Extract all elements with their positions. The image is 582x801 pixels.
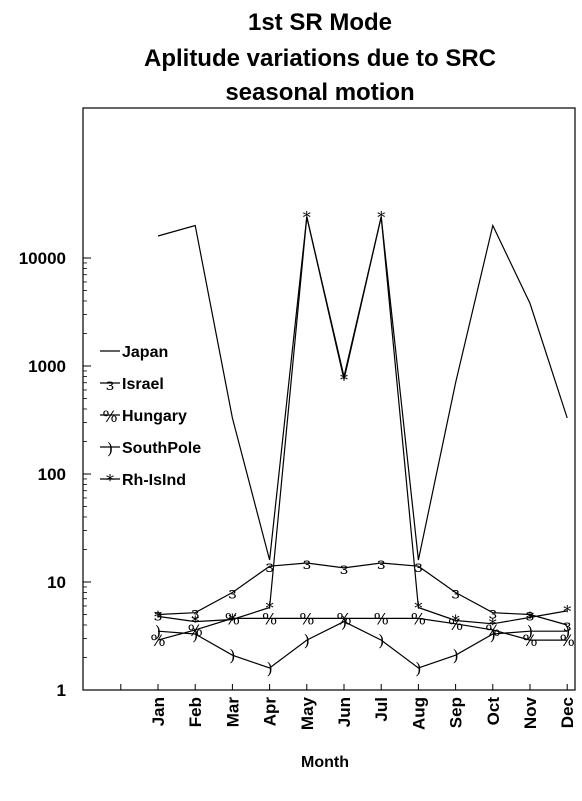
data-point-hungary: % xyxy=(299,609,314,628)
data-point-southpole: ) xyxy=(266,659,272,678)
legend-label: Rh-IsInd xyxy=(122,472,186,489)
x-tick-label: Nov xyxy=(521,696,540,729)
legend-label: Hungary xyxy=(122,408,187,425)
data-point-southpole: ) xyxy=(452,646,458,665)
data-point-rh-isind: * xyxy=(340,370,348,389)
data-point-southpole: ) xyxy=(229,646,235,665)
data-point-southpole: ) xyxy=(304,631,310,650)
data-point-southpole: ) xyxy=(415,659,421,678)
x-tick-label: Sep xyxy=(447,697,466,728)
chart-title-line-2: Aplitude variations due to SRC xyxy=(144,45,496,72)
y-tick-label: 10 xyxy=(47,573,66,592)
legend-label: Israel xyxy=(122,376,164,393)
series-line-israel xyxy=(158,563,567,625)
x-tick-label: Jan xyxy=(149,697,168,726)
legend-marker: ) xyxy=(107,439,113,458)
data-point-rh-isind: * xyxy=(228,610,236,629)
x-tick-label: Oct xyxy=(484,697,503,726)
x-tick-label: Jun xyxy=(335,697,354,727)
chart-title-line-1: 1st SR Mode xyxy=(248,9,392,36)
legend-marker: ɜ xyxy=(106,375,114,394)
x-tick-label: Mar xyxy=(223,697,242,728)
data-point-rh-isind: * xyxy=(489,615,497,634)
series-layer: ɜ ɜɜɜ ɜ ɜ ɜ ɜɜɜ ɜɜ%%%%%%%%%%%%))))))))))))* * **… xyxy=(150,208,574,678)
data-point-rh-isind: * xyxy=(526,608,534,627)
legend-label: Japan xyxy=(122,344,168,361)
data-point-israel: ɜ xyxy=(340,559,348,578)
x-tick-label: Jul xyxy=(372,697,391,722)
series-line-japan xyxy=(158,217,567,560)
data-point-israel: ɜ xyxy=(303,554,311,573)
y-tick-label: 1000 xyxy=(28,357,66,376)
data-point-rh-isind: * xyxy=(563,602,571,621)
legend-label: SouthPole xyxy=(122,440,201,457)
chart-title-line-3: seasonal motion xyxy=(225,79,414,106)
legend-marker: % xyxy=(102,407,117,426)
x-tick-label: Feb xyxy=(186,697,205,727)
data-point-rh-isind: * xyxy=(154,607,162,626)
data-point-rh-isind: * xyxy=(377,208,385,227)
data-point-rh-isind: * xyxy=(266,599,274,618)
data-point-southpole: ) xyxy=(378,631,384,650)
y-tick-label: 10000 xyxy=(19,249,66,268)
x-axis: Jan Feb Mar Apr May Jun Jul Aug Sep Oct Nov Dec xyxy=(121,684,577,730)
data-point-israel: ɜ xyxy=(377,554,385,573)
legend-marker: * xyxy=(106,471,114,490)
data-point-southpole: ) xyxy=(341,613,347,632)
data-point-southpole: ) xyxy=(564,622,570,641)
data-point-israel: ɜ xyxy=(452,583,460,602)
data-point-rh-isind: * xyxy=(414,599,422,618)
y-tick-label: 100 xyxy=(38,465,66,484)
x-tick-label: May xyxy=(298,696,317,730)
x-tick-label: Apr xyxy=(261,697,280,727)
data-point-hungary: % xyxy=(374,609,389,628)
plot-frame xyxy=(83,108,575,690)
data-point-rh-isind: * xyxy=(303,208,311,227)
data-point-rh-isind: * xyxy=(452,612,460,631)
x-axis-title: Month xyxy=(301,754,349,771)
data-point-israel: ɜ xyxy=(228,583,236,602)
data-point-rh-isind: * xyxy=(191,613,199,632)
y-axis: 1 10 100 1000 10000 xyxy=(19,249,91,700)
series-line-rh-isind xyxy=(158,217,567,624)
y-tick-label: 1 xyxy=(57,681,66,700)
x-tick-label: Aug xyxy=(409,697,428,730)
series-line-southpole xyxy=(158,622,567,668)
x-tick-label: Dec xyxy=(558,697,577,728)
